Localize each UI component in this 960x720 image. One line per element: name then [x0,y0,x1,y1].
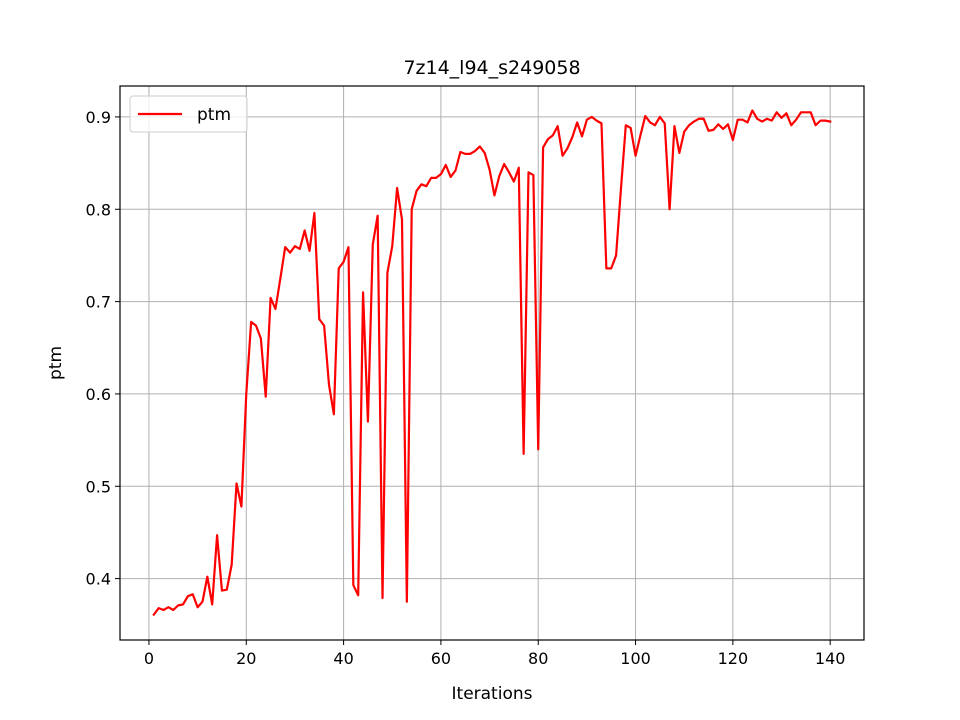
x-tick-label: 60 [431,649,451,668]
y-tick-label: 0.8 [86,200,111,219]
x-tick-label: 120 [718,649,749,668]
grid [120,86,864,640]
x-axis-label: Iterations [452,684,533,704]
x-tick-label: 140 [815,649,846,668]
legend: ptm [129,95,248,133]
y-tick-label: 0.9 [86,108,111,127]
y-tick-label: 0.7 [86,293,111,312]
plot-area-frame [119,85,865,641]
y-axis-label: ptm [46,346,66,380]
x-tick-label: 40 [333,649,353,668]
legend-box [129,95,248,133]
series-line-ptm [152,109,832,617]
series-lines [152,109,832,617]
ticks: 0 20 40 60 80 100 120 140 0.4 0.5 0.6 0.7 0.8 0.9 [86,108,846,668]
y-tick-label: 0.4 [86,570,111,589]
x-tick-label: 100 [620,649,651,668]
x-tick-label: 0 [144,649,154,668]
legend-label-ptm: ptm [197,105,231,125]
chart-title: 7z14_l94_s249058 [403,57,580,79]
x-tick-label: 20 [236,649,256,668]
x-tick-label: 80 [528,649,548,668]
y-tick-label: 0.6 [86,385,111,404]
y-tick-label: 0.5 [86,477,111,496]
